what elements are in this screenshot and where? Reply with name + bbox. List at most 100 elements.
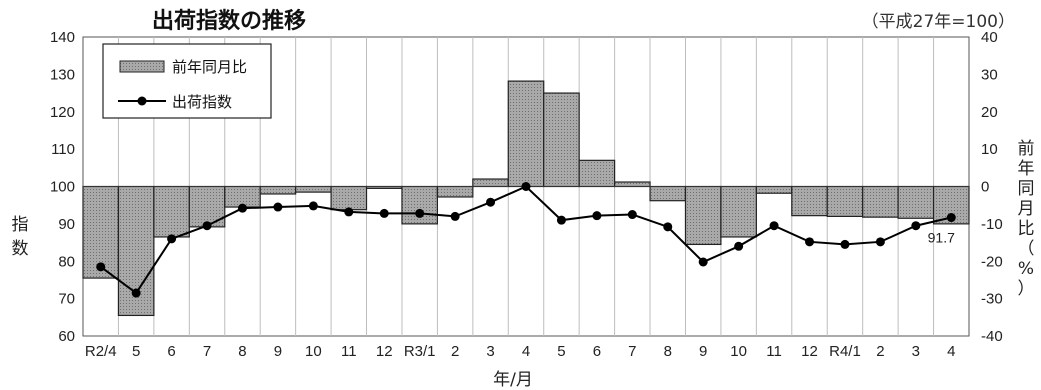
x-tick-15: 7 [628, 343, 636, 360]
index-point-5 [273, 202, 283, 212]
yoy-bar-13 [543, 92, 580, 188]
x-tick-24: 4 [947, 343, 955, 360]
y-right-tick--10: -10 [981, 216, 1003, 233]
y-right-tick-0: 0 [981, 179, 989, 196]
y-left-tick-70: 70 [58, 291, 75, 308]
yoy-bar-10 [436, 185, 474, 198]
y-left-tick-90: 90 [58, 216, 75, 233]
x-tick-23: 3 [912, 343, 920, 360]
index-point-3 [202, 221, 212, 231]
x-tick-5: 9 [274, 343, 282, 360]
index-point-22 [875, 237, 885, 247]
y-right-title-char-5: （ [1018, 239, 1035, 259]
y-left-tick-60: 60 [58, 328, 75, 345]
y-axis-right-ticks: -40 -30 -20 -10 0 10 20 30 40 [981, 29, 1003, 345]
y-right-title-char-4: 比 [1018, 219, 1035, 239]
y-right-title-char-7: ） [1018, 279, 1035, 299]
legend-label-index: 出荷指数 [172, 93, 232, 111]
yoy-bar-17 [684, 185, 722, 246]
y-right-title-char-0: 前 [1018, 139, 1035, 159]
y-right-title-char-2: 同 [1018, 179, 1035, 199]
y-axis-left-title: 指数 [12, 215, 29, 259]
x-tick-16: 8 [664, 343, 672, 360]
x-tick-8: 12 [376, 343, 393, 360]
y-right-title-char-3: 月 [1018, 199, 1035, 219]
yoy-bar-20 [791, 185, 828, 217]
index-point-21 [840, 239, 850, 249]
index-point-9 [415, 208, 425, 218]
index-point-23 [911, 221, 921, 231]
yoy-bar-14 [578, 159, 616, 188]
index-point-10 [450, 211, 460, 221]
yoy-bar-3 [188, 185, 226, 228]
index-point-12 [521, 182, 531, 191]
yoy-bar-21 [826, 185, 864, 217]
x-tick-13: 5 [557, 343, 565, 360]
y-right-tick-30: 30 [981, 66, 998, 83]
base-year-note: （平成27年=100） [862, 12, 1015, 32]
y-right-title-char-1: 年 [1018, 159, 1035, 179]
y-axis-left-ticks: 60 70 80 90 100 110 120 130 140 [50, 29, 75, 345]
yoy-bar-11 [472, 178, 509, 188]
data-label-24: 91.7 [928, 230, 955, 246]
x-tick-21: R4/1 [829, 343, 861, 360]
y-right-tick--40: -40 [981, 328, 1003, 345]
x-tick-22: 2 [876, 343, 884, 360]
x-tick-20: 12 [801, 343, 818, 360]
index-point-18 [734, 241, 744, 251]
yoy-bar-22 [862, 185, 899, 218]
y-left-tick-140: 140 [50, 29, 75, 46]
index-point-16 [663, 222, 673, 232]
legend: 前年同月比 出荷指数 [102, 43, 272, 119]
yoy-bar-12 [507, 80, 545, 188]
yoy-bar-9 [401, 185, 438, 225]
x-axis-title: 年/月 [493, 370, 533, 390]
y-left-tick-120: 120 [50, 104, 75, 121]
yoy-bar-18 [720, 185, 757, 238]
index-point-13 [556, 215, 566, 225]
y-left-title-char-0: 指 [12, 215, 29, 235]
y-right-tick-10: 10 [981, 141, 998, 158]
index-point-4 [237, 203, 247, 213]
x-tick-0: R2/4 [85, 343, 117, 360]
y-right-tick-20: 20 [981, 104, 998, 121]
index-point-1 [131, 288, 141, 298]
x-tick-2: 6 [167, 343, 175, 360]
y-right-tick-40: 40 [981, 29, 998, 46]
index-point-0 [96, 262, 106, 272]
legend-marker [137, 96, 147, 106]
y-left-title-char-1: 数 [12, 239, 29, 259]
index-point-17 [698, 257, 708, 267]
x-tick-9: R3/1 [404, 343, 436, 360]
x-tick-10: 2 [451, 343, 459, 360]
index-point-6 [308, 201, 318, 211]
yoy-bar-23 [897, 185, 935, 219]
x-axis-ticks: R2/4 5 6 7 8 9 10 11 12 R3/1 2 3 4 5 6 7 8 9 10 11 12 R4/1 2 3 4 [85, 343, 956, 360]
yoy-bar-15 [613, 181, 651, 188]
index-line [96, 182, 956, 298]
index-point-15 [627, 210, 637, 220]
y-right-tick--20: -20 [981, 253, 1003, 270]
legend-box [102, 43, 272, 119]
y-left-tick-100: 100 [50, 179, 75, 196]
x-tick-12: 4 [522, 343, 530, 360]
y-right-title-char-6: % [1018, 259, 1034, 279]
y-left-tick-110: 110 [51, 141, 75, 158]
x-tick-6: 10 [305, 343, 322, 360]
index-point-8 [379, 208, 389, 218]
x-tick-17: 9 [699, 343, 707, 360]
x-tick-3: 7 [203, 343, 211, 360]
data-labels: 91.7 [928, 230, 955, 246]
index-point-24 [946, 213, 956, 223]
y-axis-right-title: 前年同月比（%） [1018, 139, 1035, 299]
x-tick-4: 8 [238, 343, 246, 360]
y-left-tick-130: 130 [50, 66, 75, 83]
yoy-bar-7 [330, 185, 368, 211]
x-tick-7: 11 [341, 343, 357, 360]
index-point-20 [805, 237, 815, 247]
y-left-tick-80: 80 [58, 253, 75, 270]
index-point-14 [592, 211, 602, 221]
x-tick-18: 10 [730, 343, 747, 360]
index-point-7 [344, 207, 354, 217]
